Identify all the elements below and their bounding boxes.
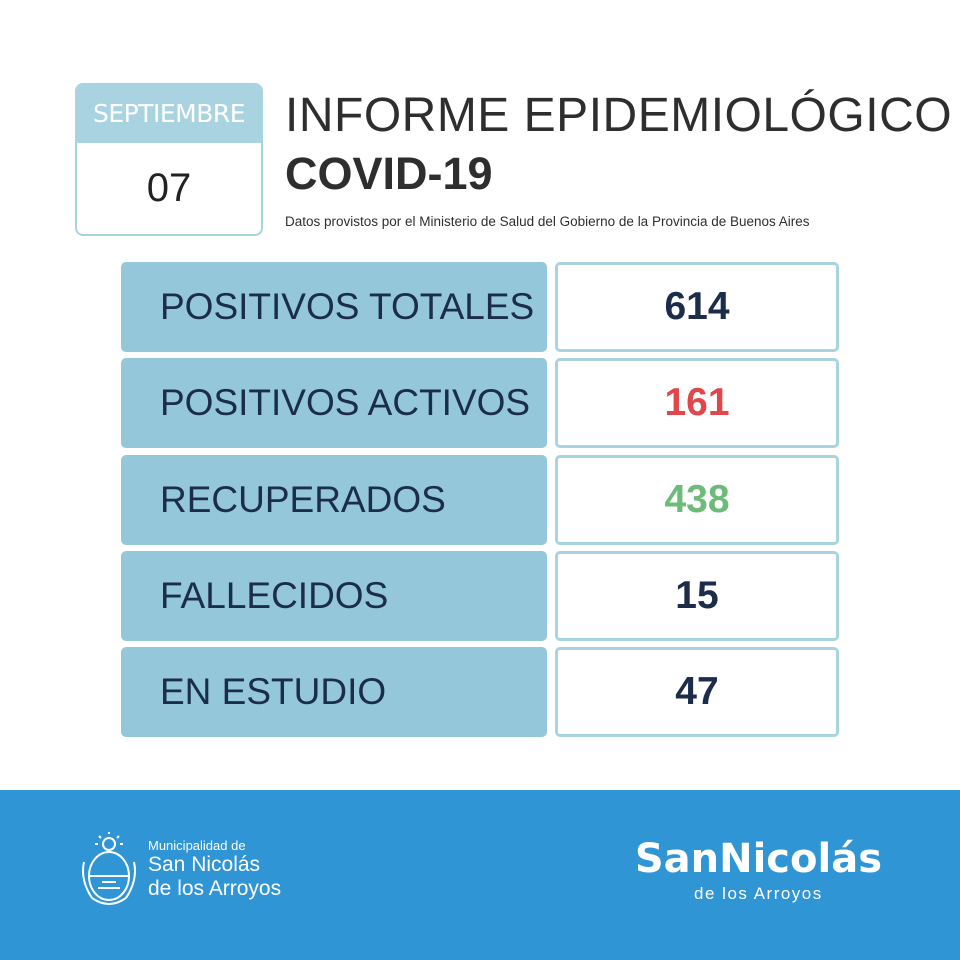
report-subtitle: COVID-19 [285,148,493,199]
date-calendar: SEPTIEMBRE 07 [75,83,263,236]
brand-subtitle: de los Arroyos [694,884,823,903]
muni-line-1: San Nicolás [148,853,261,876]
stat-row-en-estudio: EN ESTUDIO 47 [121,647,839,737]
san-nicolas-brand-logo: SanNicolás de los Arroyos [635,836,882,904]
stat-label: POSITIVOS TOTALES [121,262,547,352]
stat-row-recuperados: RECUPERADOS 438 [121,455,839,545]
stat-label: POSITIVOS ACTIVOS [121,358,547,448]
coat-of-arms-icon [82,832,136,905]
stat-label: EN ESTUDIO [121,647,547,737]
stat-row-positivos-activos: POSITIVOS ACTIVOS 161 [121,358,839,448]
footer-bar: Municipalidad de San Nicolás de los Arro… [0,790,960,960]
municipality-logo-text: Municipalidad de San Nicolás de los Arro… [148,838,281,901]
stat-row-positivos-totales: POSITIVOS TOTALES 614 [121,262,839,352]
stat-value: 15 [555,551,839,641]
report-title: INFORME EPIDEMIOLÓGICO [285,89,953,142]
muni-line-2: de los Arroyos [148,877,282,900]
stat-value: 614 [555,262,839,352]
calendar-month: SEPTIEMBRE [77,85,261,143]
stat-value: 438 [555,455,839,545]
stat-value: 161 [555,358,839,448]
data-source-note: Datos provistos por el Ministerio de Sal… [285,214,810,229]
calendar-day: 07 [146,166,192,210]
stat-label: FALLECIDOS [121,551,547,641]
stat-label: RECUPERADOS [121,455,547,545]
stat-row-fallecidos: FALLECIDOS 15 [121,551,839,641]
brand-name: SanNicolás [634,836,882,882]
muni-small-label: Municipalidad de [148,838,246,853]
stat-value: 47 [555,647,839,737]
